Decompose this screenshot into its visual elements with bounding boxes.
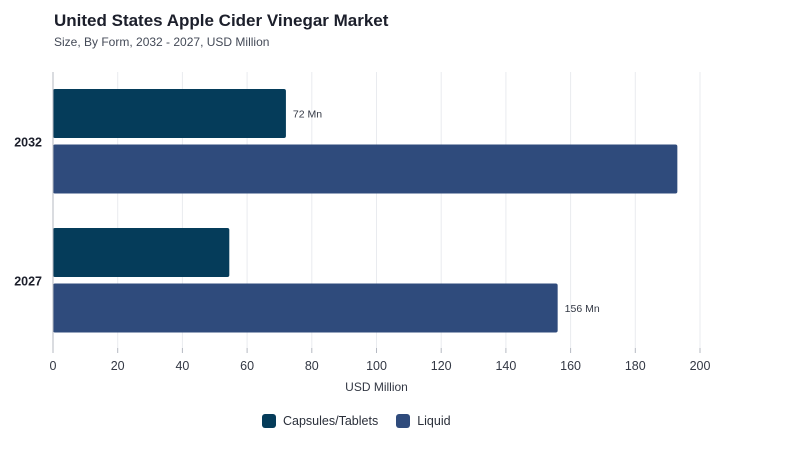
legend-label-liquid: Liquid — [417, 414, 451, 428]
legend-swatch-liquid — [396, 414, 411, 428]
x-axis-title: USD Million — [345, 380, 408, 394]
bar-liquid-2032[interactable] — [53, 144, 678, 194]
chart-subtitle: Size, By Form, 2032 - 2027, USD Million — [54, 35, 270, 49]
bar-capsules-2027[interactable] — [53, 228, 230, 277]
x-tick-label: 180 — [625, 359, 646, 373]
x-tick-label: 60 — [240, 359, 254, 373]
data-label-capsules-2032: 72 Mn — [293, 109, 322, 121]
x-tick-label: 120 — [431, 359, 452, 373]
legend-item-capsules[interactable]: Capsules/Tablets — [262, 414, 378, 428]
legend-swatch-capsules — [262, 414, 276, 428]
x-tick-label: 80 — [305, 359, 319, 373]
category-label-2032: 2032 — [14, 135, 42, 149]
x-tick-label: 0 — [50, 359, 57, 373]
y-axis-categories: 2032 2027 — [14, 135, 42, 288]
x-tick-label: 20 — [111, 359, 125, 373]
bar-liquid-2027[interactable] — [53, 283, 558, 333]
x-tick-label: 160 — [560, 359, 581, 373]
legend: Capsules/Tablets Liquid — [262, 414, 451, 428]
data-label-liquid-2027: 156 Mn — [565, 303, 600, 315]
x-axis-ticks: 0 20 40 60 80 100 120 140 160 180 200 — [50, 348, 711, 373]
x-tick-label: 140 — [495, 359, 516, 373]
category-label-2027: 2027 — [14, 274, 42, 288]
bar-capsules-2032[interactable] — [53, 89, 286, 138]
x-tick-label: 200 — [690, 359, 711, 373]
x-tick-label: 40 — [175, 359, 189, 373]
x-tick-label: 100 — [366, 359, 387, 373]
bars — [53, 89, 678, 333]
legend-item-liquid[interactable]: Liquid — [396, 414, 451, 428]
data-labels: 72 Mn 156 Mn — [293, 109, 600, 316]
chart-title: United States Apple Cider Vinegar Market — [54, 11, 389, 30]
legend-label-capsules: Capsules/Tablets — [283, 414, 379, 428]
